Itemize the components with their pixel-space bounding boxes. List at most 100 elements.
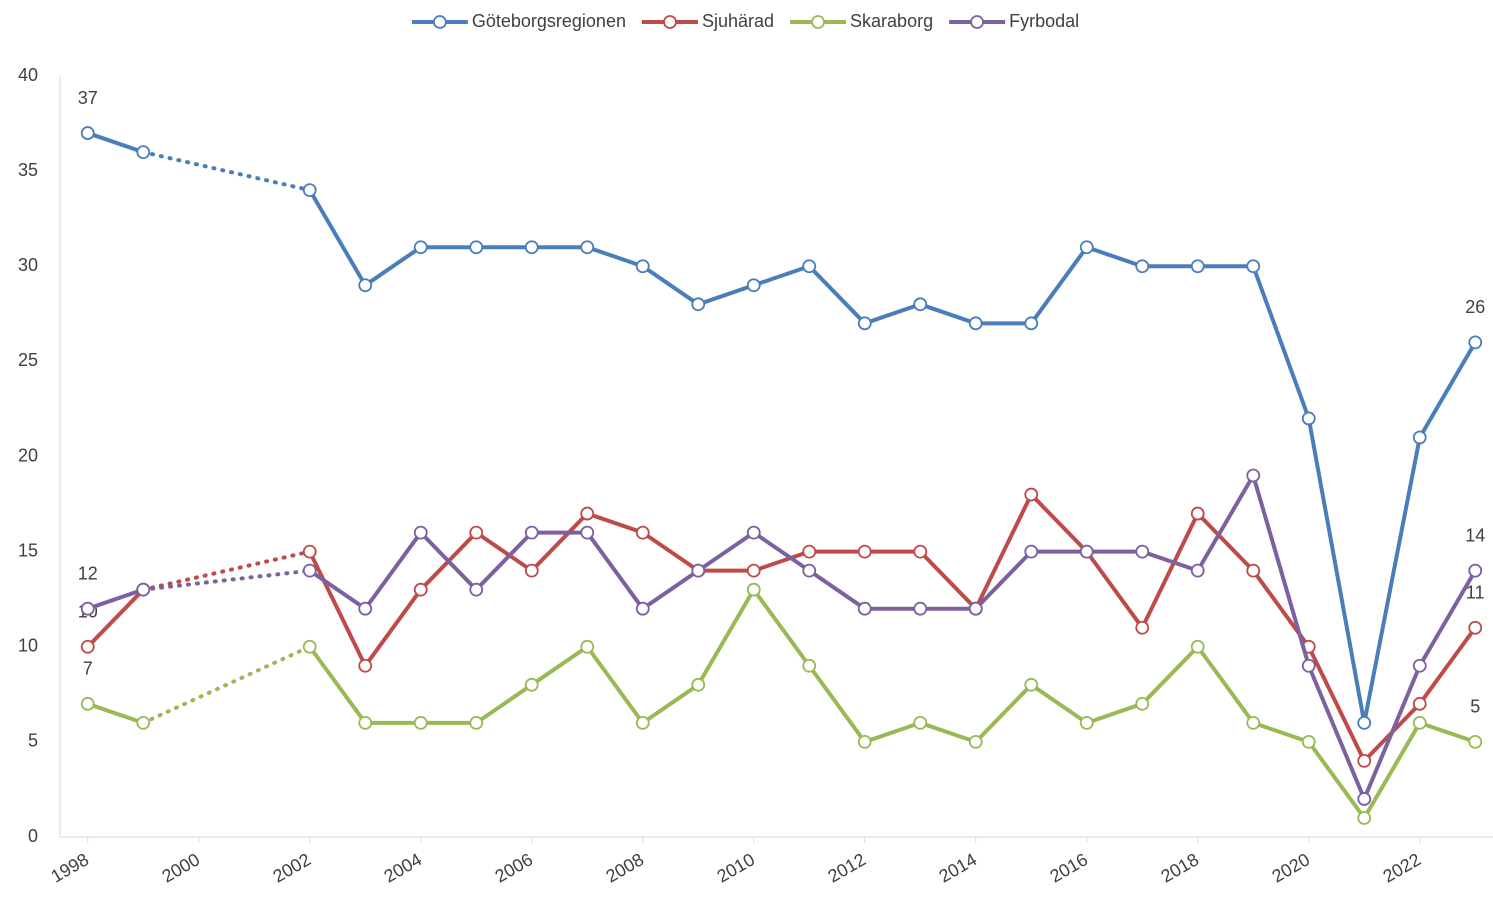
legend-label: Skaraborg (850, 11, 933, 31)
marker (913, 601, 928, 616)
marker (80, 639, 95, 654)
marker (1412, 430, 1427, 445)
marker (857, 601, 872, 616)
marker (1246, 563, 1261, 578)
marker (802, 544, 817, 559)
marker (1301, 411, 1316, 426)
x-tick-label: 2012 (824, 849, 869, 886)
y-tick-label: 35 (18, 160, 38, 180)
marker (136, 715, 151, 730)
x-tick-label: 2016 (1046, 849, 1091, 886)
marker (302, 544, 317, 559)
x-tick-label: 2002 (269, 849, 314, 886)
marker (1246, 715, 1261, 730)
marker (1135, 259, 1150, 274)
legend-label: Göteborgsregionen (472, 11, 626, 31)
y-tick-label: 0 (28, 826, 38, 846)
legend-label: Fyrbodal (1009, 11, 1079, 31)
marker (635, 525, 650, 540)
line (87, 587, 1476, 820)
x-tick-label: 2004 (380, 849, 425, 886)
marker (524, 525, 539, 540)
marker (1468, 620, 1483, 635)
legend-marker (970, 15, 985, 29)
marker (1135, 696, 1150, 711)
y-tick-label: 40 (18, 65, 38, 85)
marker (1468, 335, 1483, 350)
marker (469, 525, 484, 540)
marker (580, 240, 595, 255)
y-tick-label: 15 (18, 540, 38, 560)
legend-marker (432, 15, 447, 29)
marker (413, 525, 428, 540)
marker (691, 563, 706, 578)
x-tick-label: 1998 (47, 849, 92, 886)
marker (80, 696, 95, 711)
data-label: 14 (1465, 525, 1485, 545)
marker (1024, 487, 1039, 502)
marker (1079, 240, 1094, 255)
line (87, 131, 1477, 725)
marker (1190, 259, 1205, 274)
gap-bridge (141, 150, 312, 193)
x-tick-label: 2000 (158, 849, 203, 886)
marker (524, 677, 539, 692)
x-tick-label: 2006 (491, 849, 536, 886)
marker (691, 297, 706, 312)
marker (1079, 544, 1094, 559)
y-tick-label: 10 (18, 636, 38, 656)
marker (413, 715, 428, 730)
line (86, 492, 1477, 763)
marker (1246, 468, 1261, 483)
x-tick-label: 2020 (1268, 849, 1313, 886)
marker (635, 259, 650, 274)
marker (358, 278, 373, 293)
marker (1412, 696, 1427, 711)
marker (635, 601, 650, 616)
marker (1301, 658, 1316, 673)
data-label: 7 (83, 659, 93, 679)
marker (580, 506, 595, 521)
marker (691, 677, 706, 692)
marker (1190, 563, 1205, 578)
marker (968, 734, 983, 749)
marker (302, 639, 317, 654)
marker (524, 563, 539, 578)
marker (136, 145, 151, 160)
x-tick-label: 2010 (713, 849, 758, 886)
marker (1024, 316, 1039, 331)
marker (1412, 658, 1427, 673)
marker (1412, 715, 1427, 730)
legend-label: Sjuhärad (702, 11, 774, 31)
data-label: 5 (1470, 697, 1480, 717)
marker (80, 601, 95, 616)
marker (358, 601, 373, 616)
x-tick-label: 2014 (935, 849, 980, 886)
marker (857, 544, 872, 559)
data-label: 37 (78, 88, 98, 108)
marker (302, 183, 317, 198)
marker (580, 525, 595, 540)
data-label: 12 (78, 563, 98, 583)
marker (746, 525, 761, 540)
marker (358, 715, 373, 730)
marker (136, 582, 151, 597)
marker (913, 715, 928, 730)
marker (413, 582, 428, 597)
marker (1190, 639, 1205, 654)
marker (746, 582, 761, 597)
marker (968, 316, 983, 331)
marker (802, 658, 817, 673)
marker (857, 734, 872, 749)
marker (746, 278, 761, 293)
marker (413, 240, 428, 255)
gap-bridge (141, 644, 312, 725)
gap-bridge (141, 568, 312, 592)
gap-bridge (141, 549, 312, 592)
marker (1024, 677, 1039, 692)
marker (1357, 754, 1372, 768)
marker (802, 563, 817, 578)
marker (1357, 715, 1372, 730)
